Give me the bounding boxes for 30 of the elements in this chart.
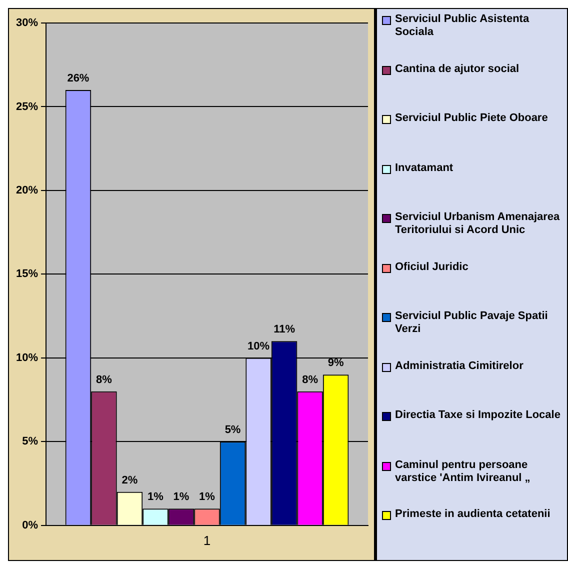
x-tick-label: 1 — [203, 532, 211, 548]
legend-label: Serviciul Public Pavaje Spatii Verzi — [395, 310, 549, 336]
legend-label: Serviciul Public Asistenta Sociala — [395, 13, 530, 39]
legend-label: Administratia Cimitirelor — [395, 360, 524, 373]
legend-label: Directia Taxe si Impozite Locale — [395, 409, 560, 422]
data-label: 1% — [173, 491, 190, 504]
data-label: 11% — [274, 324, 296, 336]
data-label: 8% — [96, 374, 112, 386]
y-tick-label: 30% — [16, 17, 38, 30]
y-tick-label: 20% — [16, 184, 38, 196]
data-label: 26% — [67, 72, 90, 85]
data-label: 9% — [328, 357, 344, 370]
legend-label: Serviciul Public Piete Oboare — [395, 112, 548, 126]
y-tick-label: 0% — [22, 519, 38, 532]
legend-label: Primeste in audienta cetatenii — [395, 508, 550, 522]
data-label: 8% — [302, 374, 318, 386]
y-tick-label: 5% — [22, 436, 38, 448]
data-label: 10% — [248, 340, 270, 352]
legend-label: Cantina de ajutor social — [395, 62, 520, 76]
data-label: 1% — [148, 491, 164, 504]
data-label: 1% — [199, 491, 216, 504]
y-tick-label: 10% — [16, 352, 38, 364]
y-tick-label: 15% — [16, 268, 38, 280]
data-label: 2% — [122, 474, 138, 486]
legend-label: Oficiul Juridic — [395, 260, 468, 274]
legend-label: Invatamant — [395, 162, 454, 175]
data-label: 5% — [224, 424, 241, 436]
y-tick-label: 25% — [16, 100, 38, 113]
legend-label: Caminul pentru persoane varstice 'Antim Ivireanul „ — [395, 458, 532, 485]
legend-label: Serviciul Urbanism Amenajarea Teritoriului si Acord Unic — [395, 211, 561, 238]
